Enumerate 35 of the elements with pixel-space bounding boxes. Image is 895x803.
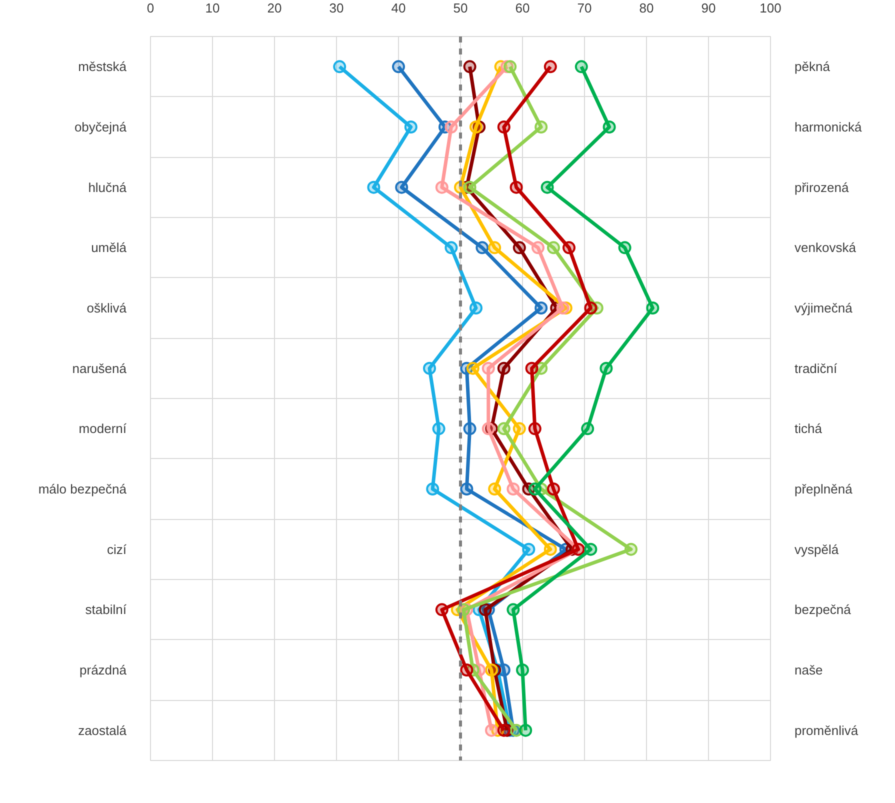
x-tick-label: 30	[329, 0, 344, 16]
x-tick-label: 50	[453, 0, 468, 16]
y2-tick-label: bezpečná	[794, 602, 852, 618]
y2-tick-label: tichá	[794, 421, 823, 436]
y-tick-label: prázdná	[80, 662, 128, 678]
y2-tick-label: pěkná	[794, 59, 831, 74]
y2-tick-label: přirozená	[794, 180, 850, 195]
y2-tick-label: harmonická	[794, 120, 862, 134]
x-tick-label: 100	[760, 0, 782, 16]
x-tick-label: 40	[391, 0, 406, 16]
y-tick-label: umělá	[91, 240, 128, 256]
y-tick-label: moderní	[78, 421, 127, 436]
y2-tick-label: přeplněná	[794, 482, 854, 496]
x-tick-label: 80	[639, 0, 654, 16]
y2-tick-label: vyspělá	[794, 542, 840, 557]
y2-tick-label: výjimečná	[794, 300, 854, 316]
y-tick-label: obyčejná	[74, 120, 128, 134]
y2-tick-label: naše	[794, 662, 823, 678]
x-tick-label: 90	[701, 0, 716, 16]
y-tick-label: zaostalá	[78, 722, 128, 738]
x-tick-label: 60	[515, 0, 530, 16]
y-tick-label: městská	[78, 59, 128, 74]
y2-tick-label: proměnlivá	[794, 722, 859, 738]
y-tick-label: narušená	[72, 360, 128, 376]
y-tick-label: ošklivá	[86, 300, 128, 316]
y-tick-label: cizí	[107, 542, 127, 557]
y-tick-label: hlučná	[88, 180, 128, 195]
x-tick-label: 10	[205, 0, 220, 16]
y-tick-label: málo bezpečná	[38, 482, 128, 496]
x-tick-label: 70	[577, 0, 592, 16]
y2-tick-label: tradiční	[794, 360, 838, 376]
y2-tick-label: venkovská	[794, 240, 857, 256]
y-tick-label: stabilní	[85, 602, 127, 618]
x-tick-label: 0	[146, 0, 154, 16]
x-tick-label: 20	[267, 0, 282, 16]
